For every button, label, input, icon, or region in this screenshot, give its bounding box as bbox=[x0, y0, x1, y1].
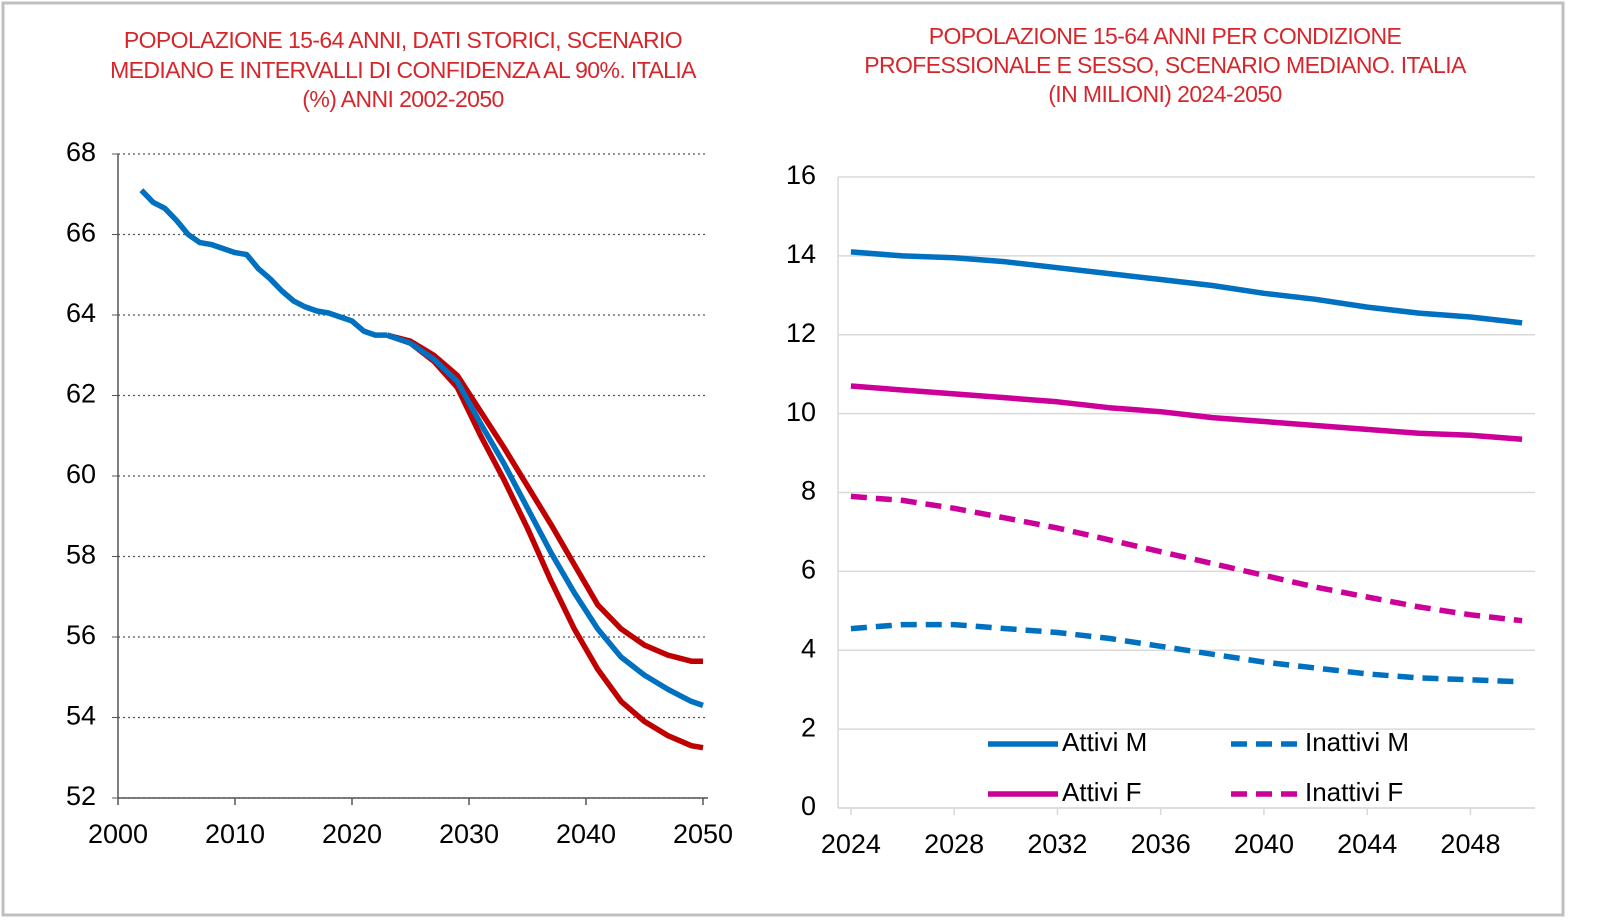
y-tick-label: 62 bbox=[66, 379, 96, 409]
y-tick-label: 54 bbox=[66, 701, 96, 731]
y-tick-label: 66 bbox=[66, 218, 96, 248]
y-tick-label: 56 bbox=[66, 620, 96, 650]
x-tick-label: 2000 bbox=[88, 819, 148, 849]
x-tick-label: 2024 bbox=[821, 829, 881, 859]
y-tick-label: 60 bbox=[66, 459, 96, 489]
y-tick-label: 0 bbox=[801, 791, 816, 821]
chart-title: POPOLAZIONE 15-64 ANNI PER CONDIZIONE bbox=[929, 23, 1402, 49]
y-tick-label: 2 bbox=[801, 712, 816, 742]
series-line bbox=[139, 188, 388, 338]
x-tick-label: 2048 bbox=[1440, 829, 1500, 859]
y-tick-label: 68 bbox=[66, 137, 96, 167]
series-line bbox=[850, 621, 1523, 685]
y-tick-label: 12 bbox=[786, 318, 816, 348]
series-line bbox=[850, 493, 1523, 624]
y-tick-label: 58 bbox=[66, 540, 96, 570]
y-tick-label: 64 bbox=[66, 298, 96, 328]
x-tick-label: 2030 bbox=[439, 819, 499, 849]
x-tick-label: 2040 bbox=[1234, 829, 1294, 859]
chart-title: POPOLAZIONE 15-64 ANNI, DATI STORICI, SC… bbox=[124, 27, 682, 53]
legend-label: Attivi M bbox=[1062, 727, 1147, 757]
legend-label: Inattivi F bbox=[1305, 777, 1403, 807]
y-tick-label: 52 bbox=[66, 781, 96, 811]
x-tick-label: 2028 bbox=[924, 829, 984, 859]
legend-label: Inattivi M bbox=[1305, 727, 1409, 757]
x-tick-label: 2010 bbox=[205, 819, 265, 849]
x-tick-label: 2032 bbox=[1027, 829, 1087, 859]
series-line bbox=[386, 332, 704, 709]
y-tick-label: 10 bbox=[786, 397, 816, 427]
y-tick-label: 4 bbox=[801, 633, 816, 663]
chart-title: (IN MILIONI) 2024-2050 bbox=[1048, 81, 1282, 107]
chart-title: PROFESSIONALE E SESSO, SCENARIO MEDIANO.… bbox=[864, 52, 1467, 78]
chart-title: (%) ANNI 2002-2050 bbox=[302, 86, 503, 112]
series-line bbox=[386, 332, 703, 664]
frame bbox=[1, 1, 1565, 917]
y-tick-label: 8 bbox=[801, 476, 816, 506]
chart-title: MEDIANO E INTERVALLI DI CONFIDENZA AL 90… bbox=[110, 57, 697, 83]
x-tick-label: 2040 bbox=[556, 819, 616, 849]
x-tick-label: 2020 bbox=[322, 819, 382, 849]
y-tick-label: 16 bbox=[786, 160, 816, 190]
x-tick-label: 2036 bbox=[1131, 829, 1191, 859]
x-tick-label: 2050 bbox=[673, 819, 733, 849]
y-tick-label: 6 bbox=[801, 555, 816, 585]
series-line bbox=[850, 383, 1523, 443]
x-tick-label: 2044 bbox=[1337, 829, 1397, 859]
y-tick-label: 14 bbox=[786, 239, 816, 269]
legend-label: Attivi F bbox=[1062, 777, 1141, 807]
series-line bbox=[850, 249, 1523, 326]
